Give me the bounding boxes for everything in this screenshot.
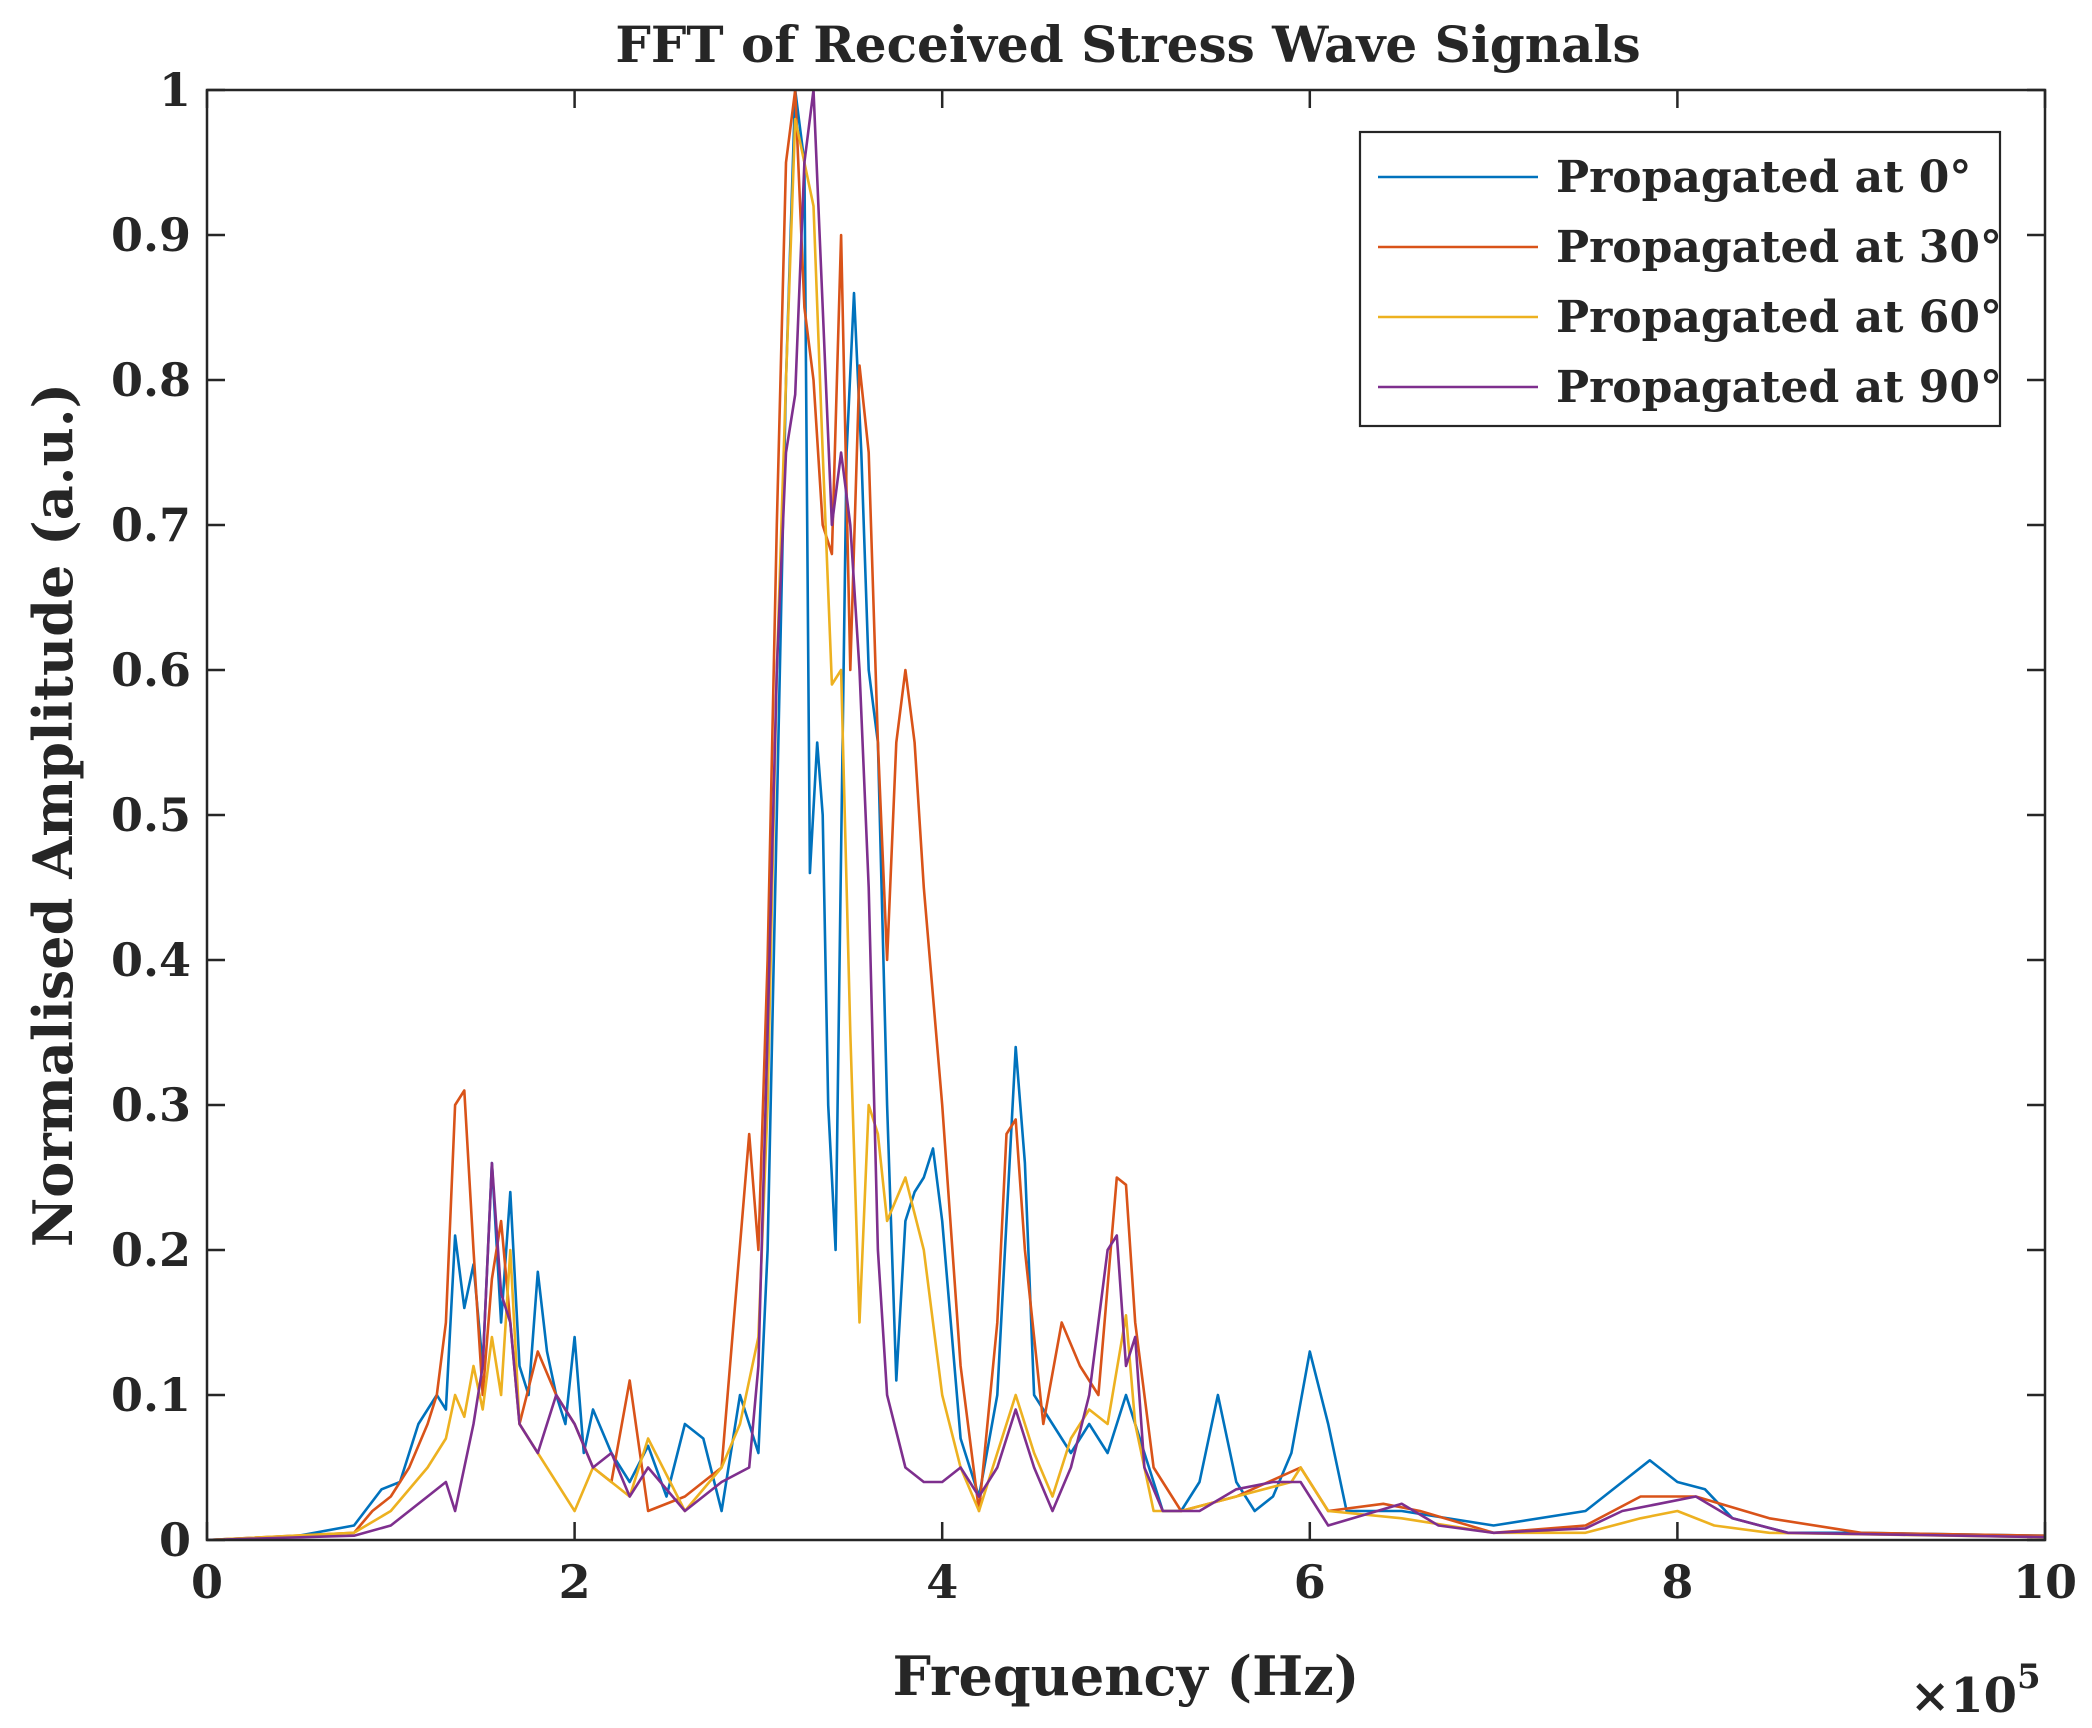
x-axis-label: Frequency (Hz)	[893, 1644, 1360, 1708]
legend-label-1: Propagated at 30°	[1556, 222, 2002, 273]
y-tick-label-5: 0.5	[111, 788, 191, 842]
y-axis-label: Normalised Amplitude (a.u.)	[21, 383, 85, 1247]
x-tick-label-0: 0	[191, 1555, 223, 1609]
series-line-2	[207, 117, 2045, 1540]
x-multiplier-base: ×10	[1910, 1668, 2017, 1724]
y-tick-label-7: 0.7	[111, 498, 191, 552]
y-tick-label-1: 0.1	[111, 1368, 191, 1422]
y-tick-label-0: 0	[159, 1513, 191, 1567]
x-axis-multiplier: ×105	[1910, 1657, 2041, 1724]
y-tick-label-2: 0.2	[111, 1223, 191, 1277]
x-multiplier-exponent: 5	[2017, 1657, 2041, 1697]
x-tick-label-2: 4	[926, 1555, 958, 1609]
legend-label-0: Propagated at 0°	[1556, 152, 1971, 203]
series-layer	[207, 90, 2045, 1540]
x-tick-label-4: 8	[1661, 1555, 1693, 1609]
y-tick-label-9: 0.9	[111, 208, 191, 262]
series-line-3	[207, 90, 2045, 1540]
y-tick-label-4: 0.4	[111, 933, 191, 987]
x-tick-label-5: 10	[2013, 1555, 2077, 1609]
legend-label-2: Propagated at 60°	[1556, 292, 2002, 343]
x-tick-label-3: 6	[1294, 1555, 1326, 1609]
y-tick-label-8: 0.8	[111, 353, 191, 407]
ticks-layer: 0 2 4 6 8 10 0 0.1 0.2 0.3 0.4 0.5 0.6 0.7 0.8 0.9 1	[111, 63, 2077, 1609]
y-tick-label-6: 0.6	[111, 643, 191, 697]
series-line-0	[207, 90, 2045, 1540]
x-tick-label-1: 2	[559, 1555, 591, 1609]
y-tick-label-3: 0.3	[111, 1078, 191, 1132]
chart-title: FFT of Received Stress Wave Signals	[615, 15, 1640, 74]
legend: Propagated at 0° Propagated at 30° Propaga…	[1358, 130, 2002, 428]
legend-label-3: Propagated at 90°	[1556, 362, 2002, 413]
legend-box	[1358, 130, 2002, 428]
y-tick-label-10: 1	[159, 63, 191, 117]
